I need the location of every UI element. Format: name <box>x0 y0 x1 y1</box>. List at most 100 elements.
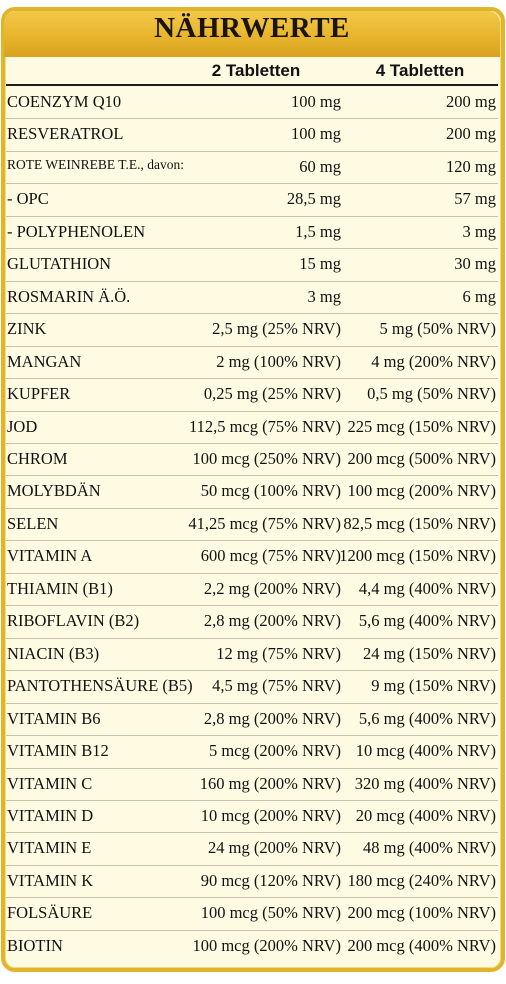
table-row: RESVERATROL 100 mg 200 mg <box>6 119 498 152</box>
nutrient-name: MANGAN <box>7 351 82 371</box>
nutrient-name: CHROM <box>7 448 68 468</box>
table-row: RIBOFLAVIN (B2) 2,8 mg (200% NRV) 5,6 mg (… <box>6 606 498 639</box>
nutrient-name: - POLYPHENOLEN <box>7 221 146 241</box>
amount-2-tabletten: 28,5 mg <box>286 189 341 209</box>
table-row: VITAMIN K 90 mcg (120% NRV) 180 mcg (240% … <box>6 866 498 899</box>
table-row: MANGAN 2 mg (100% NRV) 4 mg (200% NRV) <box>6 347 498 380</box>
table-row: FOLSÄURE 100 mcg (50% NRV) 200 mcg (100% N… <box>6 898 498 931</box>
nutrient-name: VITAMIN B6 <box>7 708 101 728</box>
amount-4-tabletten: 320 mg (400% NRV) <box>354 773 496 793</box>
amount-4-tabletten: 9 mg (150% NRV) <box>371 676 496 696</box>
amount-4-tabletten: 24 mg (150% NRV) <box>363 643 496 663</box>
nutrient-name: JOD <box>7 416 38 436</box>
header-divider <box>6 84 498 86</box>
nutrient-name: RIBOFLAVIN (B2) <box>7 611 140 631</box>
table-row: VITAMIN E 24 mg (200% NRV) 48 mg (400% NRV… <box>6 833 498 866</box>
table-row: VITAMIN C 160 mg (200% NRV) 320 mg (400% N… <box>6 769 498 801</box>
amount-2-tabletten: 100 mcg (250% NRV) <box>192 448 341 468</box>
table-row: VITAMIN B12 5 mcg (200% NRV) 10 mcg (400% … <box>6 736 498 769</box>
table-row: BIOTIN 100 mcg (200% NRV) 200 mcg (400% NR… <box>6 931 498 963</box>
amount-2-tabletten: 24 mg (200% NRV) <box>208 838 341 858</box>
amount-2-tabletten: 15 mg <box>299 254 341 274</box>
amount-4-tabletten: 120 mg <box>446 156 496 176</box>
table-row: VITAMIN B6 2,8 mg (200% NRV) 5,6 mg (400% … <box>6 704 498 737</box>
nutrient-name: VITAMIN D <box>7 805 94 825</box>
column-header-2-tabletten: 2 Tabletten <box>211 61 301 80</box>
amount-2-tabletten: 2,2 mg (200% NRV) <box>203 578 341 598</box>
amount-2-tabletten: 90 mcg (120% NRV) <box>200 870 341 890</box>
amount-4-tabletten: 30 mg <box>454 254 496 274</box>
amount-4-tabletten: 3 mg <box>462 221 496 241</box>
amount-2-tabletten: 12 mg (75% NRV) <box>216 643 341 663</box>
nutrient-name: VITAMIN C <box>7 773 93 793</box>
amount-2-tabletten: 3 mg <box>307 286 341 306</box>
amount-2-tabletten: 100 mcg (50% NRV) <box>200 903 341 923</box>
amount-4-tabletten: 48 mg (400% NRV) <box>363 838 496 858</box>
table-row: PANTOTHENSÄURE (B5) 4,5 mg (75% NRV) 9 mg … <box>6 671 498 704</box>
amount-2-tabletten: 10 mcg (200% NRV) <box>200 805 341 825</box>
table-row: ROSMARIN Ä.Ö. 3 mg 6 mg <box>6 282 498 315</box>
amount-4-tabletten: 200 mcg (500% NRV) <box>347 448 496 468</box>
nutrient-name: ZINK <box>7 319 47 339</box>
nutrient-name: VITAMIN A <box>7 546 93 566</box>
nutrition-panel-frame <box>1 7 505 972</box>
nutrient-name: NIACIN (B3) <box>7 643 100 663</box>
amount-4-tabletten: 57 mg <box>454 189 496 209</box>
amount-2-tabletten: 100 mg <box>291 92 341 111</box>
table-row: NIACIN (B3) 12 mg (75% NRV) 24 mg (150% NR… <box>6 639 498 672</box>
table-row: CHROM 100 mcg (250% NRV) 200 mcg (500% NRV… <box>6 444 498 477</box>
amount-4-tabletten: 0,5 mg (50% NRV) <box>367 384 496 404</box>
amount-4-tabletten: 100 mcg (200% NRV) <box>347 481 496 501</box>
amount-2-tabletten: 1,5 mg <box>295 221 341 241</box>
nutrient-name: VITAMIN B12 <box>7 741 109 761</box>
amount-4-tabletten: 200 mcg (400% NRV) <box>347 935 496 955</box>
amount-4-tabletten: 6 mg <box>462 286 496 306</box>
nutrient-name: KUPFER <box>7 384 71 404</box>
table-row: JOD 112,5 mcg (75% NRV) 225 mcg (150% NRV) <box>6 412 498 444</box>
amount-2-tabletten: 100 mg <box>291 124 341 144</box>
nutrient-name: SELEN <box>7 513 59 533</box>
table-row: - OPC 28,5 mg 57 mg <box>6 184 498 217</box>
amount-2-tabletten: 100 mcg (200% NRV) <box>192 935 341 955</box>
column-header-4-tabletten: 4 Tabletten <box>375 61 465 80</box>
amount-4-tabletten: 4 mg (200% NRV) <box>371 351 496 371</box>
nutrient-name: VITAMIN E <box>7 838 92 858</box>
table-row: KUPFER 0,25 mg (25% NRV) 0,5 mg (50% NRV) <box>6 379 498 412</box>
amount-4-tabletten: 225 mcg (150% NRV) <box>347 416 496 436</box>
nutrient-name: BIOTIN <box>7 935 63 955</box>
title-banner: NÄHRWERTE <box>4 11 500 57</box>
amount-2-tabletten: 160 mg (200% NRV) <box>199 773 341 793</box>
nutrient-name: PANTOTHENSÄURE (B5) <box>7 676 193 696</box>
amount-2-tabletten: 4,5 mg (75% NRV) <box>212 676 341 696</box>
amount-4-tabletten: 5,6 mg (400% NRV) <box>358 708 496 728</box>
amount-4-tabletten: 180 mcg (240% NRV) <box>347 870 496 890</box>
amount-2-tabletten: 41,25 mcg (75% NRV) <box>188 513 341 533</box>
nutrient-name: RESVERATROL <box>7 124 124 144</box>
amount-4-tabletten: 1200 mcg (150% NRV) <box>339 546 496 566</box>
table-row: THIAMIN (B1) 2,2 mg (200% NRV) 4,4 mg (400… <box>6 574 498 607</box>
amount-4-tabletten: 5,6 mg (400% NRV) <box>358 611 496 631</box>
amount-2-tabletten: 5 mcg (200% NRV) <box>208 741 341 761</box>
nutrient-name: FOLSÄURE <box>7 903 93 923</box>
amount-2-tabletten: 2,8 mg (200% NRV) <box>203 708 341 728</box>
table-row: SELEN 41,25 mcg (75% NRV) 82,5 mcg (150% N… <box>6 509 498 542</box>
nutrient-name: ROTE WEINREBE T.E., davon: <box>7 156 184 172</box>
amount-2-tabletten: 2,5 mg (25% NRV) <box>212 319 341 339</box>
amount-4-tabletten: 20 mcg (400% NRV) <box>355 805 496 825</box>
amount-2-tabletten: 2 mg (100% NRV) <box>216 351 341 371</box>
table-row: MOLYBDÄN 50 mcg (100% NRV) 100 mcg (200% N… <box>6 476 498 509</box>
table-row: ROTE WEINREBE T.E., davon: 60 mg 120 mg <box>6 152 498 185</box>
panel-title: NÄHRWERTE <box>154 12 350 44</box>
table-row: VITAMIN A 600 mcg (75% NRV) 1200 mcg (150%… <box>6 541 498 574</box>
amount-2-tabletten: 112,5 mcg (75% NRV) <box>188 416 341 436</box>
nutrient-name: - OPC <box>7 189 49 209</box>
nutrient-name: GLUTATHION <box>7 254 112 274</box>
table-row: ZINK 2,5 mg (25% NRV) 5 mg (50% NRV) <box>6 314 498 347</box>
amount-2-tabletten: 0,25 mg (25% NRV) <box>203 384 341 404</box>
amount-2-tabletten: 600 mcg (75% NRV) <box>200 546 341 566</box>
amount-2-tabletten: 50 mcg (100% NRV) <box>200 481 341 501</box>
amount-4-tabletten: 200 mcg (100% NRV) <box>347 903 496 923</box>
amount-4-tabletten: 10 mcg (400% NRV) <box>355 741 496 761</box>
nutrient-name: THIAMIN (B1) <box>7 578 113 598</box>
nutrient-name: VITAMIN K <box>7 870 94 890</box>
